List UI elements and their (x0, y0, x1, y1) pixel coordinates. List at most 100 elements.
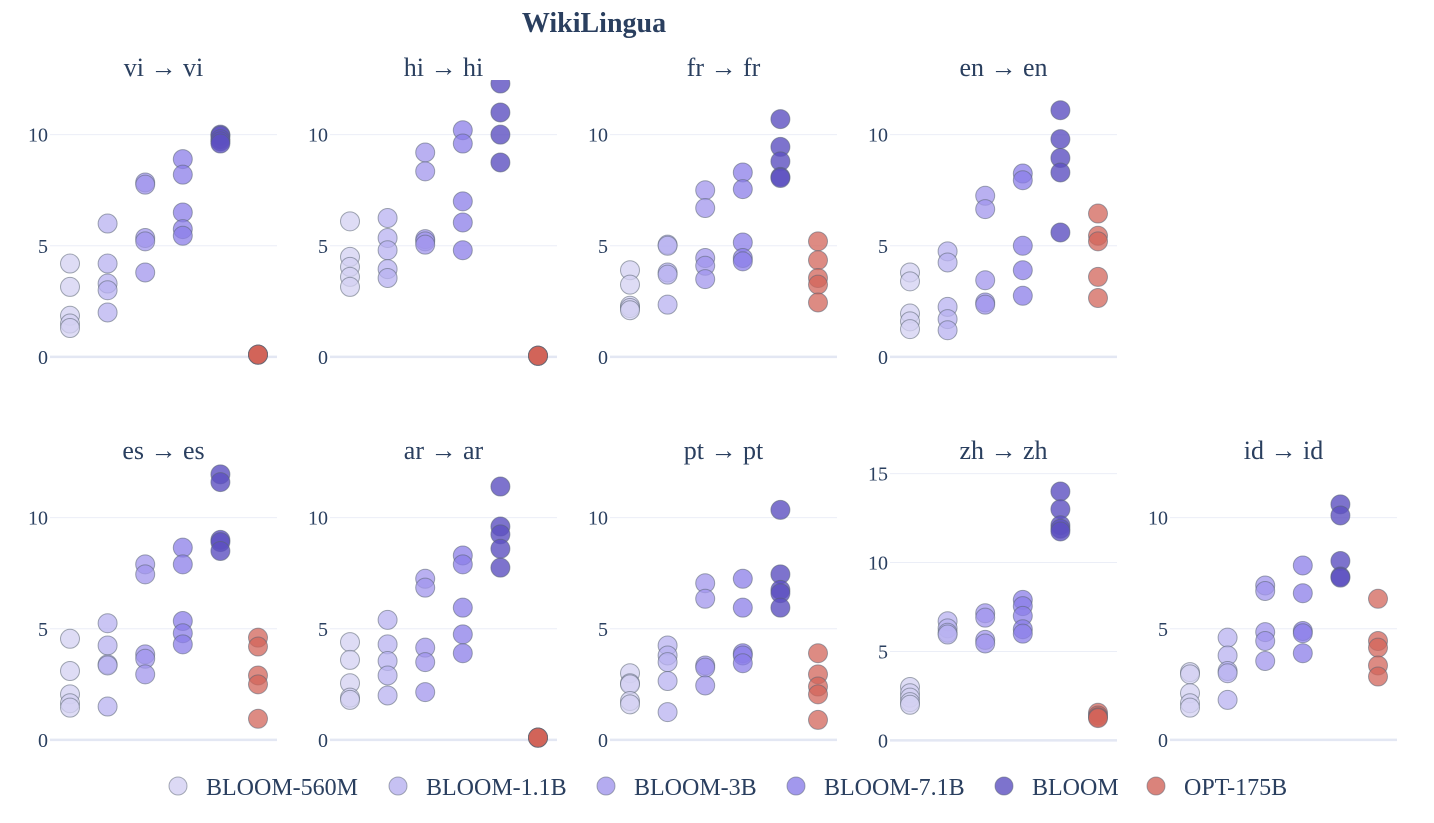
points (900, 481, 1108, 729)
panel: hi → hi 0 5 10 (308, 53, 557, 369)
legend-item[interactable]: BLOOM-560M (168, 775, 358, 801)
panel-title: id → id (1244, 436, 1323, 465)
data-point (377, 609, 398, 630)
data-point (695, 198, 716, 218)
data-point (340, 632, 360, 653)
data-point (135, 262, 156, 283)
data-point (657, 264, 678, 285)
data-point (657, 235, 678, 256)
data-point (1050, 481, 1071, 502)
data-point (1255, 651, 1276, 671)
data-point (1088, 203, 1108, 224)
legend-label: OPT-175B (1184, 775, 1287, 801)
data-point (975, 633, 996, 654)
data-point (490, 152, 511, 173)
panel-title: vi → vi (124, 53, 203, 82)
data-point (975, 199, 996, 220)
panel-title: fr → fr (687, 53, 761, 82)
data-point (975, 294, 996, 315)
y-tick-label: 15 (868, 464, 888, 486)
data-point (1012, 623, 1033, 644)
data-point (172, 164, 193, 185)
legend-marker (786, 776, 806, 796)
data-point (975, 270, 996, 291)
panel-title: en → en (959, 53, 1047, 82)
data-point (1180, 664, 1200, 685)
data-point (415, 652, 436, 673)
panel-title: pt → pt (684, 436, 764, 465)
data-point (248, 344, 268, 365)
data-point (248, 636, 268, 657)
panel-title: ar → ar (404, 436, 484, 465)
data-point (1012, 170, 1033, 191)
legend-item[interactable]: BLOOM (994, 775, 1119, 801)
chart-title: WikiLingua (522, 8, 666, 39)
data-point (172, 225, 193, 246)
data-point (1217, 689, 1238, 710)
data-point (135, 231, 156, 252)
data-point (1088, 288, 1108, 308)
points (620, 499, 828, 730)
data-point (1368, 588, 1388, 609)
data-point (135, 174, 156, 195)
data-point (1088, 266, 1108, 287)
data-point (620, 674, 640, 695)
points (900, 100, 1108, 341)
data-point (415, 161, 436, 182)
panel: vi → vi 0 5 10 (28, 53, 277, 369)
legend-marker (994, 776, 1014, 796)
legend-item[interactable]: BLOOM-1.1B (388, 775, 567, 801)
legend-item[interactable]: BLOOM-7.1B (786, 775, 965, 801)
data-point (732, 653, 753, 674)
panel: es → es 0 5 10 (28, 436, 277, 752)
data-point (415, 142, 436, 163)
data-point (1180, 697, 1200, 718)
data-point (97, 635, 118, 656)
panel: ar → ar 0 5 10 (308, 436, 557, 752)
panel: fr → fr 0 5 10 (588, 53, 837, 369)
data-point (452, 554, 473, 575)
data-point (60, 253, 80, 274)
data-point (135, 564, 156, 585)
data-point (452, 133, 473, 154)
data-point (248, 708, 268, 729)
data-point (490, 102, 511, 123)
y-tick-label: 0 (598, 347, 608, 369)
legend-marker (168, 776, 188, 796)
points (340, 476, 548, 748)
data-point (97, 302, 118, 323)
data-point (1012, 235, 1033, 256)
legend[interactable]: BLOOM-560M BLOOM-1.1B BLOOM-3B BLOOM-7.1B BL… (168, 775, 1287, 801)
data-point (172, 634, 193, 655)
points (340, 80, 548, 366)
data-point (770, 109, 791, 130)
y-tick-label: 10 (28, 125, 48, 147)
data-point (732, 568, 753, 589)
data-point (1217, 627, 1238, 648)
data-point (490, 476, 511, 497)
data-point (1012, 285, 1033, 306)
data-point (1217, 663, 1238, 684)
data-point (1050, 521, 1071, 542)
legend-item[interactable]: OPT-175B (1146, 775, 1287, 801)
data-point (1088, 708, 1108, 729)
data-point (1368, 666, 1388, 687)
data-point (620, 274, 640, 295)
data-point (900, 271, 920, 292)
data-point (97, 253, 118, 274)
data-point (452, 597, 473, 618)
y-tick-label: 0 (318, 730, 328, 752)
data-point (620, 300, 640, 321)
data-point (900, 319, 920, 340)
data-point (528, 727, 548, 748)
y-tick-label: 5 (598, 619, 608, 641)
legend-item[interactable]: BLOOM-3B (596, 775, 757, 801)
y-tick-label: 10 (868, 553, 888, 575)
data-point (1050, 162, 1071, 183)
y-tick-label: 10 (588, 125, 608, 147)
y-tick-label: 0 (38, 347, 48, 369)
data-point (377, 634, 398, 655)
y-tick-label: 0 (318, 347, 328, 369)
y-tick-label: 10 (868, 125, 888, 147)
